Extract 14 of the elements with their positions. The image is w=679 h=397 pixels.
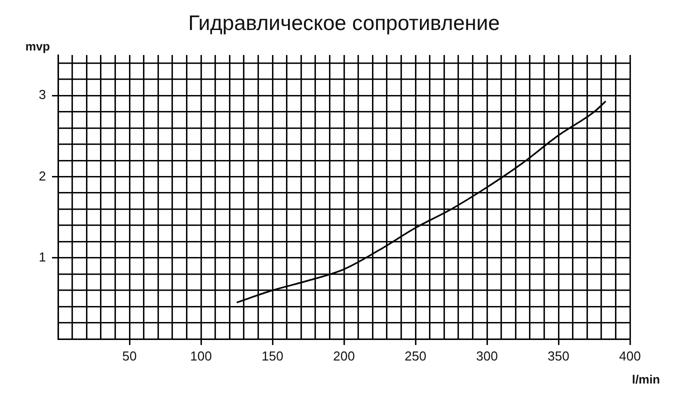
x-tick-label: 300 xyxy=(476,348,498,364)
y-tick-label: 2 xyxy=(38,168,46,184)
x-tick-label: 250 xyxy=(404,348,426,364)
x-tick-label: 200 xyxy=(333,348,355,364)
x-tick-label: 100 xyxy=(190,348,212,364)
x-tick-label: 400 xyxy=(619,348,641,364)
x-tick-label: 50 xyxy=(122,348,137,364)
x-axis-title: l/min xyxy=(632,372,660,386)
y-axis-title: mvp xyxy=(25,39,50,54)
chart-title: Гидравлическое сопротивление xyxy=(188,12,500,35)
y-tick-label: 1 xyxy=(38,249,46,264)
y-tick-label: 3 xyxy=(38,87,46,102)
x-tick-label: 350 xyxy=(548,348,570,364)
x-tick-label: 150 xyxy=(262,348,284,364)
